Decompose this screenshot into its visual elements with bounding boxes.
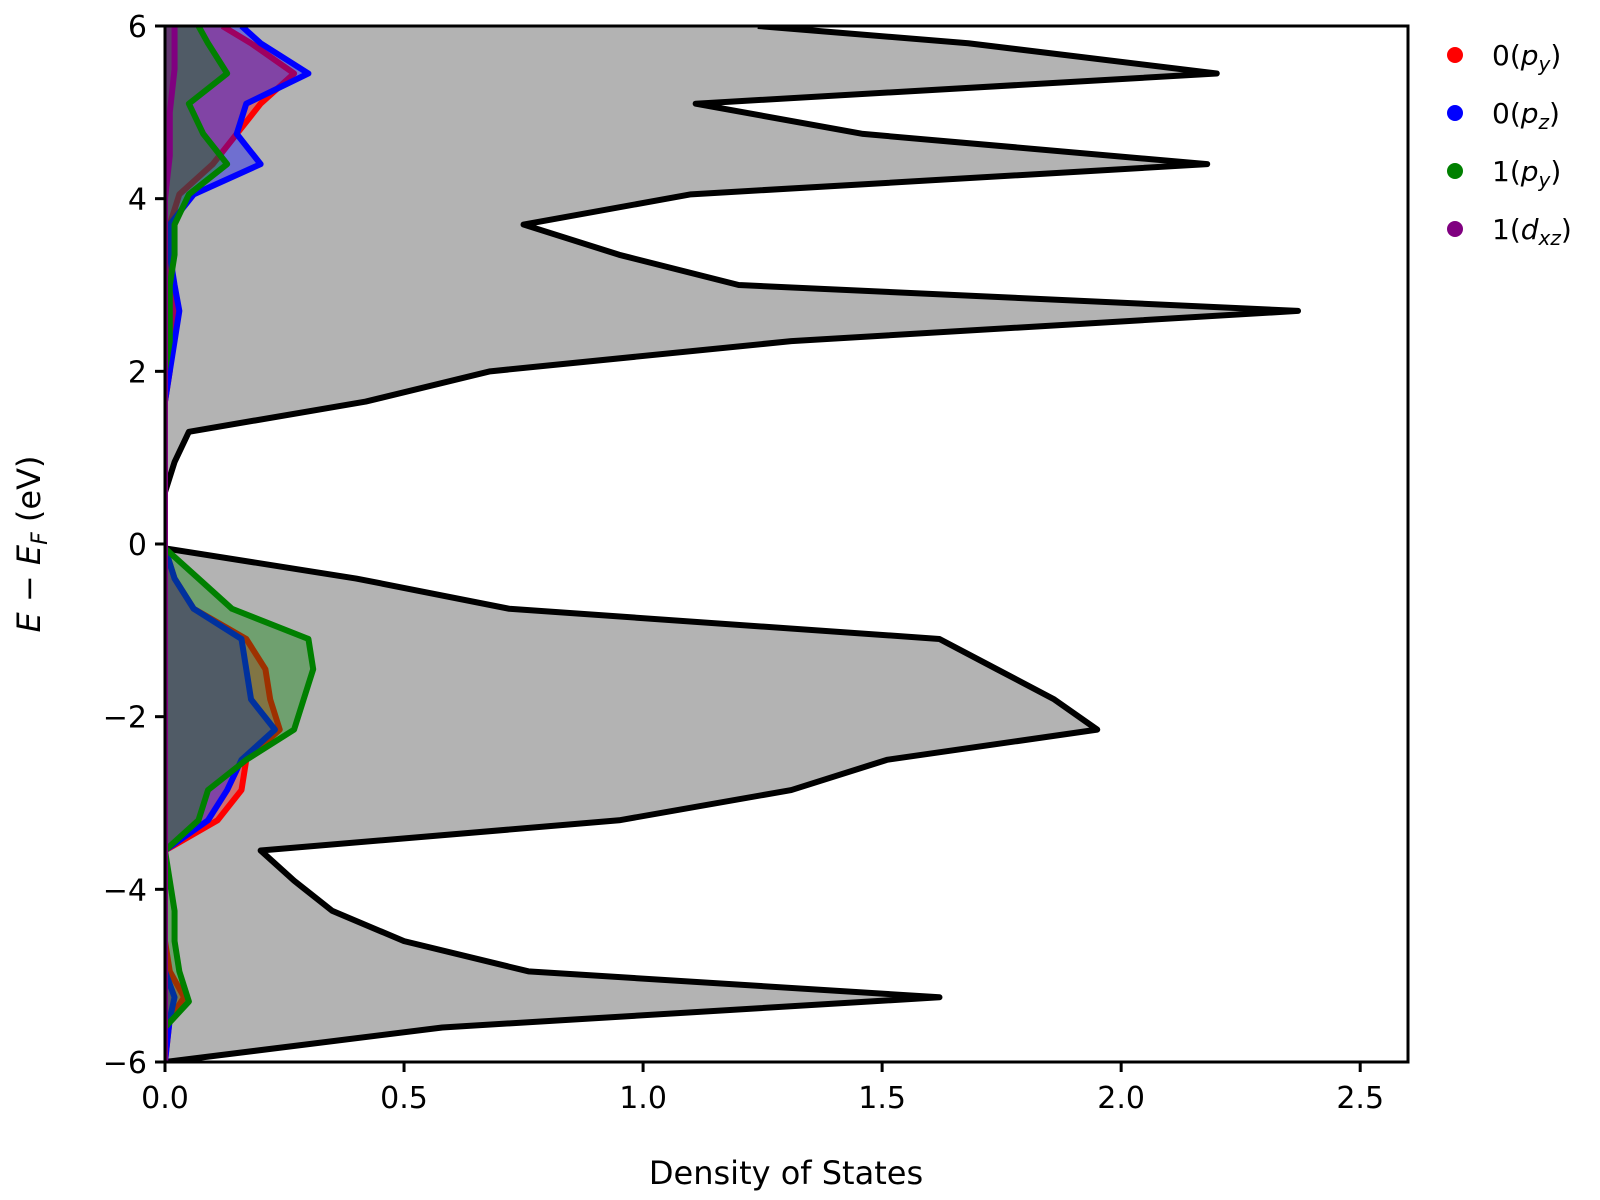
legend-marker-one_py <box>1447 163 1463 179</box>
y-tick-label: 6 <box>128 10 147 45</box>
legend-marker-one_dxz <box>1447 221 1463 237</box>
y-axis-ticks: −6 −4 −2 0 2 4 6 <box>103 10 165 1081</box>
x-tick-label: 1.0 <box>619 1081 667 1116</box>
series-layer <box>165 26 1302 1062</box>
x-tick-label: 1.5 <box>858 1081 906 1116</box>
x-tick-label: 0.0 <box>141 1081 189 1116</box>
legend-marker-o_py <box>1447 47 1463 63</box>
legend-label-one_dxz: 1(dxz) <box>1492 213 1572 250</box>
x-tick-label: 2.5 <box>1336 1081 1384 1116</box>
legend-label-o_pz: 0(pz) <box>1492 97 1560 134</box>
legend: 0(py) 0(pz) 1(py) 1(dxz) <box>1447 39 1572 250</box>
legend-label-o_py: 0(py) <box>1492 39 1561 76</box>
series-fill-o_py <box>165 26 295 1062</box>
y-tick-label: 4 <box>128 183 147 218</box>
x-tick-label: 0.5 <box>380 1081 428 1116</box>
legend-label-one_py: 1(py) <box>1492 155 1561 192</box>
y-tick-label: −2 <box>103 701 147 736</box>
y-tick-label: −4 <box>103 873 147 908</box>
x-axis-ticks: 0.0 0.5 1.0 1.5 2.0 2.5 <box>141 1062 1384 1116</box>
y-tick-label: 0 <box>128 528 147 563</box>
series-line-o_py <box>165 26 298 1062</box>
series-line-o_pz <box>165 26 312 1062</box>
y-axis-label: E − EF (eV) <box>10 456 53 633</box>
legend-marker-o_pz <box>1447 105 1463 121</box>
x-axis-label: Density of States <box>649 1154 923 1192</box>
series-line-total <box>165 26 1302 1062</box>
y-tick-label: 2 <box>128 355 147 390</box>
x-tick-label: 2.0 <box>1097 1081 1145 1116</box>
series-fill-total <box>165 26 1299 1062</box>
series-line-one_dxz <box>165 26 178 1062</box>
series-line-one_py <box>165 26 317 1062</box>
y-tick-label: −6 <box>103 1046 147 1081</box>
